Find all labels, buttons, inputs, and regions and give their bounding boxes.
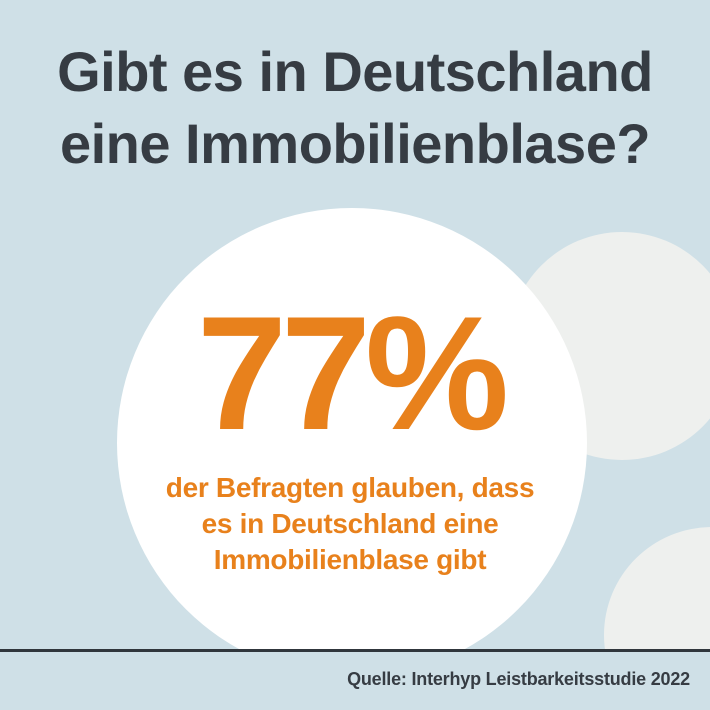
stat-circle [117, 208, 587, 678]
source-text: Quelle: Interhyp Leistbarkeitsstudie 202… [347, 669, 690, 689]
stat-description-line: der Befragten glauben, dass [165, 472, 535, 503]
stat-description-line: Immobilienblase gibt [213, 544, 487, 575]
stat-description: der Befragten glauben, dass es in Deutsc… [110, 470, 590, 578]
stat-description-line: es in Deutschland eine [201, 508, 499, 539]
divider-line [0, 649, 710, 652]
footer-band [0, 651, 710, 710]
headline: Gibt es in Deutschland eine Immobilienbl… [0, 36, 710, 180]
headline-line-1: Gibt es in Deutschland [57, 40, 653, 103]
headline-line-2: eine Immobilienblase? [59, 112, 651, 175]
stat-value: 77% [196, 283, 509, 464]
